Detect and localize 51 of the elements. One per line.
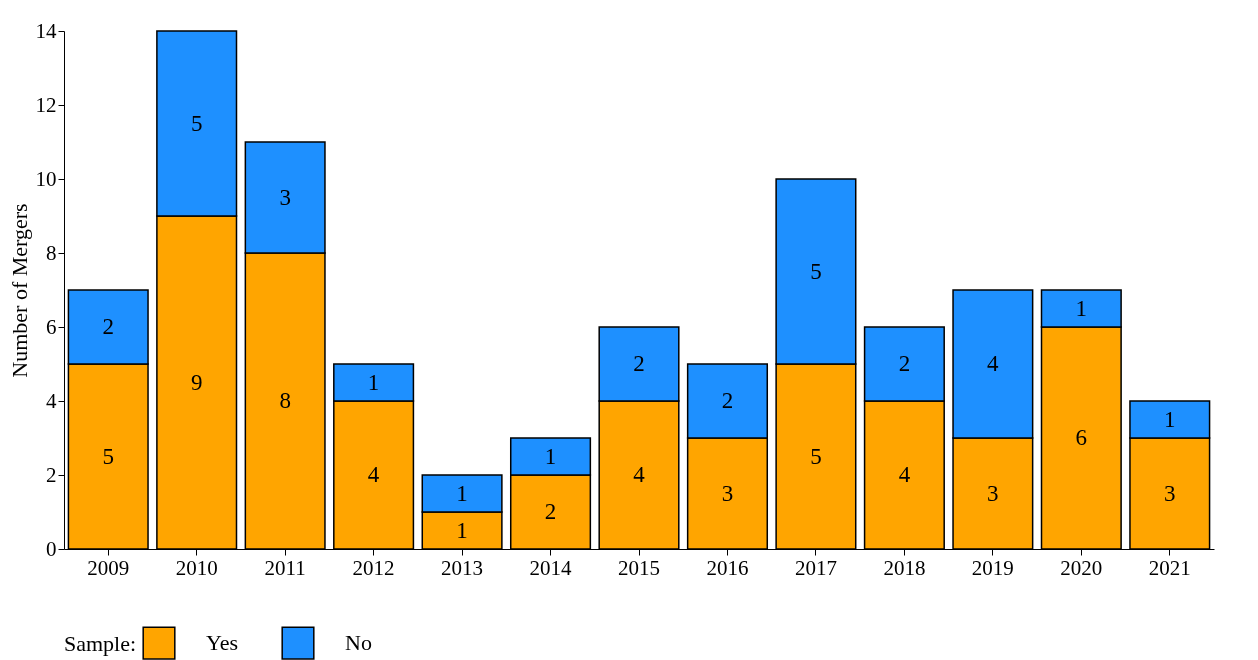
x-tick-label: 2012 <box>352 555 395 580</box>
y-tick-label: 6 <box>46 314 57 339</box>
x-tick-label: 2021 <box>1148 555 1191 580</box>
x-tick-label: 2013 <box>441 555 484 580</box>
x-tick-label: 2011 <box>264 555 306 580</box>
data-label: 4 <box>367 462 380 487</box>
x-tick-label: 2018 <box>883 555 926 580</box>
data-label: 8 <box>279 388 291 413</box>
y-tick-label: 4 <box>46 388 57 413</box>
data-label: 2 <box>633 351 645 376</box>
x-tick-label: 2010 <box>175 555 218 580</box>
y-tick-label: 12 <box>35 92 57 117</box>
data-label: 1 <box>367 369 380 395</box>
data-label: 4 <box>633 462 646 487</box>
data-label: 4 <box>898 462 911 487</box>
data-label: 1 <box>1075 295 1088 321</box>
y-tick-label: 0 <box>46 536 57 561</box>
data-label: 1 <box>456 517 468 543</box>
y-tick-label: 2 <box>46 462 57 487</box>
x-tick-label: 2015 <box>618 555 660 580</box>
legend-label: No <box>345 630 372 656</box>
data-label: 2 <box>102 314 114 339</box>
data-label: 9 <box>190 369 203 395</box>
data-label: 1 <box>1164 406 1176 432</box>
data-label: 2 <box>544 499 557 524</box>
x-tick-label: 2019 <box>971 555 1014 580</box>
x-tick-label: 2020 <box>1060 555 1103 580</box>
data-label: 3 <box>1164 480 1176 506</box>
x-tick-label: 2009 <box>87 555 130 580</box>
legend-title: Sample: <box>64 631 137 656</box>
data-label: 5 <box>810 258 822 284</box>
data-label: 2 <box>721 388 734 413</box>
data-label: 5 <box>190 110 203 136</box>
data-label: 1 <box>544 443 557 469</box>
data-label: 3 <box>279 184 291 210</box>
data-label: 1 <box>456 480 468 506</box>
y-tick-label: 14 <box>35 18 57 43</box>
data-label: 4 <box>987 351 1000 376</box>
y-tick-label: 10 <box>35 166 57 191</box>
data-label: 3 <box>987 480 999 506</box>
data-label: 5 <box>102 443 114 469</box>
data-label: 6 <box>1075 425 1088 450</box>
data-label: 2 <box>898 351 911 376</box>
y-axis-title: Number of Mergers <box>6 203 32 378</box>
x-tick-label: 2014 <box>529 555 573 580</box>
data-label: 5 <box>810 443 822 469</box>
data-label: 3 <box>721 480 734 506</box>
y-tick-label: 8 <box>46 240 57 265</box>
legend-label: Yes <box>206 630 239 656</box>
x-tick-label: 2016 <box>706 555 749 580</box>
x-tick-label: 2017 <box>794 555 837 580</box>
